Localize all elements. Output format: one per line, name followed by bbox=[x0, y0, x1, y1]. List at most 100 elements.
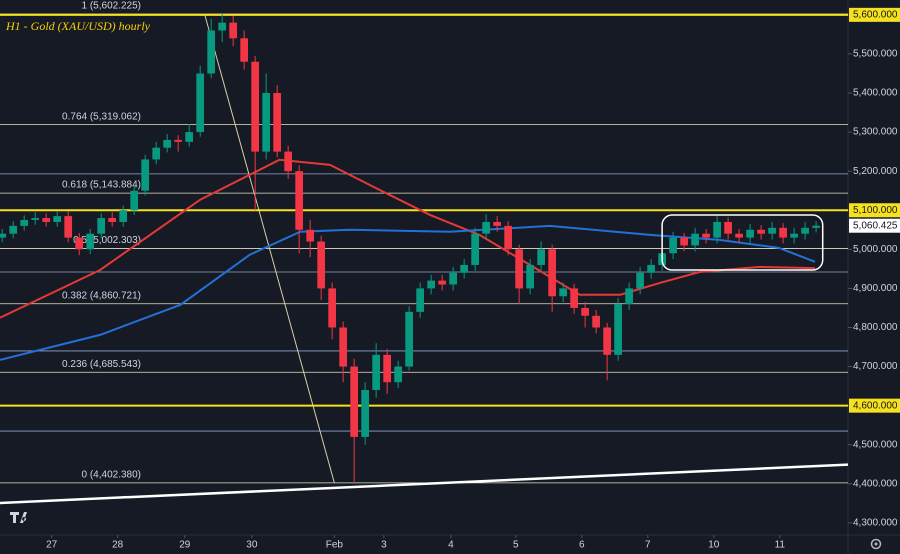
candle-body bbox=[801, 227, 809, 234]
logo bbox=[10, 512, 27, 523]
settings-icon[interactable] bbox=[870, 538, 882, 550]
candle-body bbox=[339, 327, 348, 367]
x-tick-label: 6 bbox=[579, 540, 585, 551]
candle-body bbox=[614, 304, 622, 355]
candle-body bbox=[680, 237, 688, 246]
settings-ring[interactable] bbox=[870, 538, 882, 550]
candle-body bbox=[9, 225, 18, 234]
candle-body bbox=[163, 139, 172, 148]
candle-body bbox=[394, 366, 403, 383]
x-tick-label: 5 bbox=[513, 540, 519, 551]
candle-body bbox=[581, 307, 589, 316]
candle-body bbox=[768, 227, 776, 234]
logo-mark bbox=[10, 512, 27, 523]
candle-body bbox=[526, 264, 534, 289]
candle-body bbox=[284, 151, 293, 172]
candle-body bbox=[108, 218, 117, 222]
candle-body bbox=[746, 229, 754, 238]
fib-label: 0.236 (4,685.543) bbox=[62, 359, 141, 370]
x-tick-label: Feb bbox=[326, 540, 344, 551]
range-box bbox=[661, 214, 824, 271]
plot: 1 (5,602.225) 0.764 (5,319.062) 0.618 (5,1… bbox=[0, 1, 849, 505]
candle-body bbox=[361, 390, 370, 437]
candle-body bbox=[119, 210, 128, 222]
candle-body bbox=[724, 221, 732, 234]
candle-body bbox=[262, 93, 271, 152]
candle-body bbox=[20, 220, 29, 226]
y-tick-label: 5,500.000 bbox=[853, 49, 898, 60]
candle-body bbox=[790, 233, 798, 238]
candle-body bbox=[515, 249, 523, 289]
candle-body bbox=[372, 354, 381, 391]
candle-body bbox=[493, 221, 501, 226]
y-tick-label: 4,400.000 bbox=[853, 478, 898, 489]
candle-body bbox=[504, 225, 512, 250]
y-tick-label: 5,200.000 bbox=[853, 166, 898, 177]
candle-body bbox=[130, 190, 139, 211]
candle-body bbox=[0, 233, 7, 238]
candle-body bbox=[603, 327, 611, 355]
fib-label: 0.764 (5,319.062) bbox=[62, 111, 141, 122]
candle-body bbox=[625, 288, 633, 305]
x-tick-label: 29 bbox=[179, 540, 191, 551]
chart-title: H1 - Gold (XAU/USD) hourly bbox=[5, 19, 151, 33]
y-tick-label: 4,300.000 bbox=[853, 518, 898, 529]
candle-body bbox=[295, 171, 304, 230]
candle-body bbox=[449, 272, 457, 285]
y-tick-label: 5,100.000 bbox=[853, 205, 898, 216]
candle-body bbox=[812, 225, 820, 228]
candle-body bbox=[647, 264, 655, 273]
candle-body bbox=[482, 221, 490, 234]
x-tick-label: 7 bbox=[645, 540, 651, 551]
candle-body bbox=[691, 233, 699, 246]
y-tick-label: 4,700.000 bbox=[853, 361, 898, 372]
candle-body bbox=[702, 233, 710, 238]
candle-body bbox=[251, 61, 260, 152]
x-tick-label: 30 bbox=[246, 540, 258, 551]
x-tick-label: 11 bbox=[775, 540, 786, 551]
candle-body bbox=[196, 73, 205, 133]
candle-body bbox=[757, 229, 765, 234]
candle-body bbox=[537, 249, 545, 265]
y-tick-label: 5,000.000 bbox=[853, 244, 898, 255]
candle-body bbox=[317, 241, 326, 289]
candle-body bbox=[438, 280, 446, 285]
fib-label: 0.618 (5,143.884) bbox=[62, 180, 141, 191]
candle-body bbox=[152, 147, 161, 160]
candle-body bbox=[669, 237, 677, 254]
last-price-label: 5,060.425 bbox=[853, 220, 898, 231]
candle-body bbox=[75, 237, 84, 250]
moving-average bbox=[0, 224, 816, 361]
candle-body bbox=[328, 288, 337, 328]
candle-body bbox=[350, 366, 359, 437]
y-tick-label: 4,600.000 bbox=[853, 400, 898, 411]
y-tick-label: 5,600.000 bbox=[853, 9, 898, 20]
candle-body bbox=[174, 139, 183, 142]
candle-body bbox=[405, 311, 414, 367]
key-level-tag bbox=[849, 398, 900, 413]
y-tick-label: 5,300.000 bbox=[853, 127, 898, 138]
settings-dot[interactable] bbox=[874, 542, 878, 546]
candle-body bbox=[471, 233, 479, 265]
x-tick-label: 28 bbox=[112, 540, 124, 551]
candle-body bbox=[53, 216, 62, 222]
candle-body bbox=[185, 132, 194, 142]
x-tick-label: 3 bbox=[381, 540, 387, 551]
y-tick-label: 4,800.000 bbox=[853, 322, 898, 333]
fib-label: 1 (5,602.225) bbox=[82, 1, 142, 12]
candle-body bbox=[240, 38, 249, 62]
candle-body bbox=[383, 354, 392, 383]
key-level-tag bbox=[849, 203, 900, 218]
y-tick-label: 4,500.000 bbox=[853, 439, 898, 450]
candle-body bbox=[86, 233, 95, 250]
trendline bbox=[0, 463, 849, 505]
candle-body bbox=[97, 218, 106, 234]
candle-body bbox=[141, 159, 150, 191]
candle-body bbox=[64, 216, 73, 238]
fib-label: 0.5 (5,002.303) bbox=[73, 235, 141, 246]
key-level-tag bbox=[849, 7, 900, 22]
x-tick-label: 10 bbox=[708, 540, 720, 551]
candle-body bbox=[570, 288, 578, 308]
